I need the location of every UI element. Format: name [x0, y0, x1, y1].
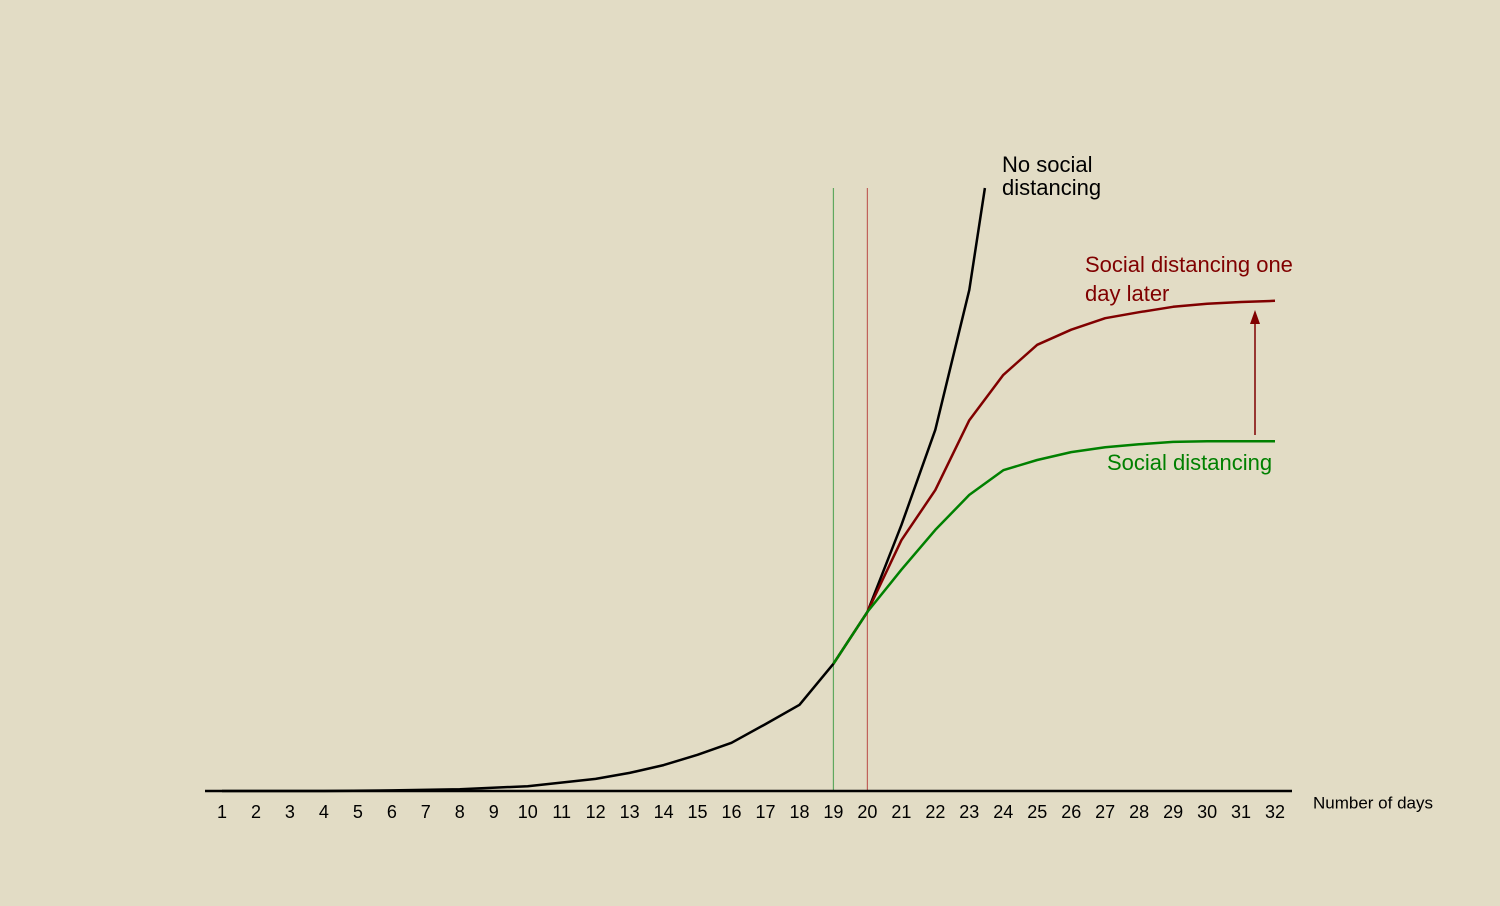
x-tick-label: 17	[755, 802, 775, 822]
x-tick-label: 3	[285, 802, 295, 822]
x-tick-label: 16	[722, 802, 742, 822]
x-tick-label: 10	[518, 802, 538, 822]
x-tick-label: 12	[586, 802, 606, 822]
x-tick-label: 28	[1129, 802, 1149, 822]
x-tick-label: 22	[925, 802, 945, 822]
x-tick-label: 31	[1231, 802, 1251, 822]
x-tick-label: 19	[823, 802, 843, 822]
x-tick-label: 30	[1197, 802, 1217, 822]
x-tick-label: 24	[993, 802, 1013, 822]
x-tick-label: 32	[1265, 802, 1285, 822]
series-line	[222, 187, 987, 793]
x-tick-label: 11	[552, 802, 571, 822]
x-tick-label: 21	[891, 802, 911, 822]
x-tick-label: 1	[217, 802, 227, 822]
series-label: Social distancing one day later	[1085, 252, 1293, 306]
x-tick-label: 2	[251, 802, 261, 822]
x-tick-label: 7	[421, 802, 431, 822]
x-tick-label: 29	[1163, 802, 1183, 822]
x-axis-label: Number of days	[1313, 793, 1433, 812]
x-tick-label: 9	[489, 802, 499, 822]
x-tick-label: 23	[959, 802, 979, 822]
x-tick-label: 8	[455, 802, 465, 822]
x-tick-label: 6	[387, 802, 397, 822]
x-tick-label: 15	[688, 802, 708, 822]
x-tick-label: 26	[1061, 802, 1081, 822]
x-tick-label: 14	[654, 802, 674, 822]
x-tick-label: 25	[1027, 802, 1047, 822]
x-tick-label: 5	[353, 802, 363, 822]
x-tick-label: 20	[857, 802, 877, 822]
x-tick-label: 4	[319, 802, 329, 822]
series-label: Social distancing	[1107, 450, 1273, 475]
series-label: No social distancing	[1002, 152, 1102, 200]
x-tick-label: 13	[620, 802, 640, 822]
arrow-head	[1250, 310, 1260, 324]
x-tick-label: 27	[1095, 802, 1115, 822]
series-line	[832, 299, 1276, 665]
series-line	[832, 440, 1275, 665]
x-tick-label: 18	[789, 802, 809, 822]
